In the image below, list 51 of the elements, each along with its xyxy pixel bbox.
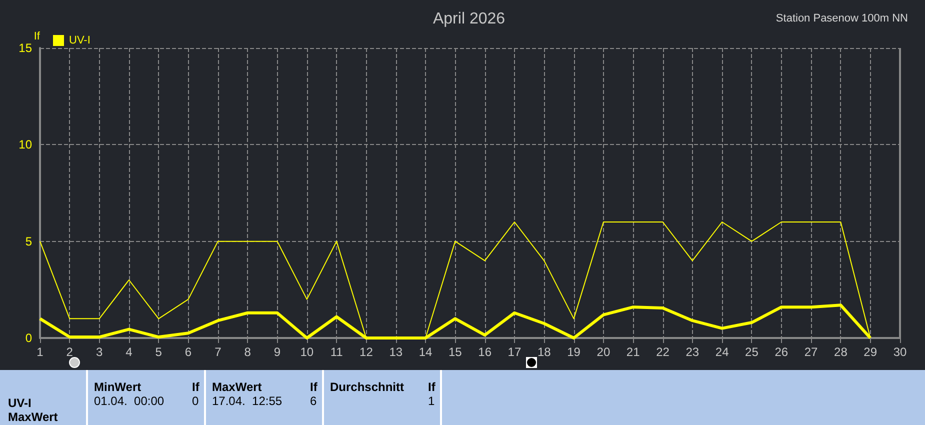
legend-label: UV-I: [69, 34, 90, 46]
text: UV-I: [8, 396, 32, 410]
x-tick-label: 17: [508, 345, 522, 359]
x-tick-label: 30: [893, 345, 907, 359]
y-tick-label: 0: [25, 331, 32, 345]
text: If: [310, 380, 318, 394]
x-tick-label: 22: [656, 345, 670, 359]
x-tick-label: 26: [774, 345, 788, 359]
text: 1: [428, 394, 435, 408]
y-tick-label: 5: [25, 234, 32, 248]
x-tick-label: 25: [745, 345, 759, 359]
x-tick-label: 10: [300, 345, 314, 359]
text: MinWert: [94, 380, 142, 394]
chart-title: April 2026: [432, 10, 506, 28]
x-tick-label: 28: [834, 345, 848, 359]
chart-subtitle: Station Pasenow 100m NN: [776, 12, 908, 24]
x-tick-label: 8: [244, 345, 252, 359]
x-tick-label: 19: [567, 345, 581, 359]
x-tick-label: 5: [155, 345, 162, 359]
y-axis-title: If: [34, 30, 41, 42]
x-tick-label: 20: [596, 345, 610, 359]
text: 17.04. 12:55: [212, 394, 282, 408]
text: If: [428, 380, 436, 394]
x-tick-label: 13: [389, 345, 403, 359]
text: 01.04. 00:00: [94, 394, 164, 408]
x-tick-label: 29: [864, 345, 878, 359]
x-tick-label: 3: [96, 345, 103, 359]
text: Durchschnitt: [330, 380, 404, 394]
x-tick-label: 2: [66, 345, 74, 359]
x-tick-label: 1: [36, 345, 44, 359]
x-tick-label: 14: [418, 345, 433, 359]
y-tick-label: 10: [18, 138, 32, 152]
x-tick-label: 24: [715, 345, 730, 359]
x-tick-label: 7: [214, 345, 222, 359]
x-tick-label: 6: [184, 345, 192, 359]
x-tick-label: 11: [330, 345, 344, 359]
text: MaxWert: [8, 410, 58, 424]
x-tick-label: 12: [360, 345, 374, 359]
y-tick-label: 15: [18, 41, 32, 55]
x-tick-label: 4: [126, 345, 133, 359]
text: MaxWert: [212, 380, 262, 394]
x-tick-label: 16: [478, 345, 492, 359]
text: 0: [192, 394, 199, 408]
x-tick-label: 21: [626, 345, 640, 359]
x-tick-label: 9: [274, 345, 281, 359]
text: 6: [310, 394, 317, 408]
text: If: [192, 380, 200, 394]
x-tick-label: 15: [448, 345, 462, 359]
x-tick-label: 23: [686, 345, 700, 359]
x-tick-label: 18: [537, 345, 552, 359]
x-tick-label: 27: [804, 345, 818, 359]
